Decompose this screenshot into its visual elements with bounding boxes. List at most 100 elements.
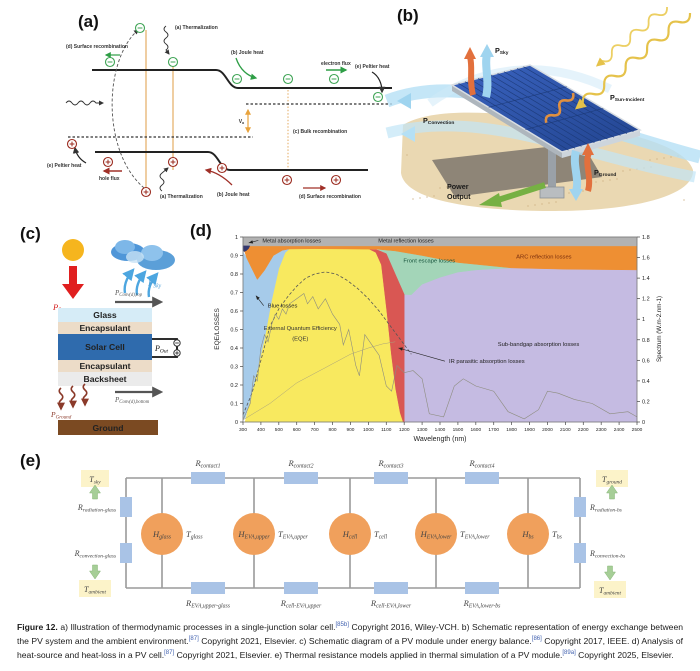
sunlight-wave-absorbed — [544, 92, 575, 124]
resistor-cell-eva-lower — [374, 582, 408, 594]
caption-reference[interactable]: [86] — [531, 636, 542, 643]
curve-reference-curve — [242, 341, 396, 421]
annotation-arrowhead — [398, 347, 403, 351]
thermalization-wavy-bottom — [159, 167, 169, 192]
x-tick-label: 900 — [346, 427, 354, 433]
valence-band-line — [95, 151, 368, 171]
label-r-eva-upper-glass: REVA,upper-glass — [185, 598, 231, 609]
label-r-contact1: Rcontact1 — [194, 458, 220, 469]
y-left-tick-label: 0.5 — [230, 328, 238, 334]
sunlight-wave-1 — [574, 12, 692, 110]
resistor-radiation-bs — [574, 497, 586, 517]
resistor-eva-upper-glass — [191, 582, 225, 594]
layer-glass — [58, 308, 152, 322]
label-encapsulant-upper: Encapsulant — [79, 323, 130, 333]
label-joule-heat-bottom: (b) Joule heat — [217, 192, 250, 198]
label-t-ambient-right: Tambient — [599, 586, 621, 596]
label-t-eva-upper: TEVA,upper — [278, 529, 309, 540]
panel-e-thermal-network: Tsky Rradiation-glass Rconvection-glass … — [74, 458, 628, 609]
resistor-radiation-glass — [120, 497, 132, 517]
peltier-arrow-right — [371, 71, 386, 94]
label-p-ground: PGround — [50, 410, 72, 420]
label-power-output-1: Power — [447, 182, 469, 191]
y-left-tick-label: 0.1 — [230, 402, 238, 408]
y-right-tick-label: 1.4 — [642, 276, 650, 282]
sky-radiation-arrow-cool — [482, 53, 492, 98]
label-p-sky: PSky — [147, 278, 162, 289]
label-peltier-heat-right: (e) Peltier heat — [355, 64, 390, 70]
resistor-contact4 — [465, 472, 499, 484]
chart-annotation: Blue losses — [268, 304, 298, 310]
y-right-tick-label: 1.6 — [642, 256, 650, 262]
thermalization-wavy-top — [163, 25, 170, 55]
x-axis-title: Wavelength (nm) — [413, 436, 466, 443]
heat-source-nodes — [141, 513, 549, 555]
t-ambient-right-box — [594, 581, 626, 598]
x-tick-label: 800 — [329, 427, 337, 433]
chart-annotation: Metal absorption losses — [262, 238, 321, 244]
node-h-bs — [507, 513, 549, 555]
x-tick-label: 1300 — [417, 427, 428, 433]
label-r-contact3: Rcontact3 — [377, 458, 403, 469]
sky-arrow-3 — [146, 272, 159, 298]
y-right-tick-label: 1 — [642, 317, 645, 323]
label-voltage: Va — [239, 119, 244, 125]
label-bulk-recombination: (c) Bulk recombination — [293, 129, 347, 135]
y-right-tick-label: 0.2 — [642, 399, 650, 405]
label-t-ground: Tground — [602, 475, 622, 485]
resistor-convection-bs — [574, 543, 586, 563]
y-right-tick-label: 0.4 — [642, 379, 650, 385]
y-right-tick-label: 0 — [642, 420, 645, 426]
mount-pole — [548, 145, 556, 191]
caption-reference[interactable]: [85b] — [335, 622, 349, 628]
label-glass: Glass — [93, 310, 117, 320]
sky-arrow-1 — [122, 268, 135, 294]
label-peltier-heat-left: (e) Peltier heat — [47, 163, 82, 169]
chart-annotation: (EQE) — [292, 337, 308, 343]
y-left-tick-label: 0.6 — [230, 309, 238, 315]
sky-arrow-2 — [134, 270, 147, 296]
ground-arrowhead-warm — [582, 143, 594, 155]
x-tick-label: 1900 — [524, 427, 535, 433]
t-ground-box — [596, 470, 628, 487]
ground-arrowhead-cool — [569, 189, 583, 201]
label-r-cell-eva-upper: Rcell-EVA,upper — [280, 598, 322, 609]
resistor-contact3 — [374, 472, 408, 484]
annotation-arrow — [398, 347, 446, 362]
x-tick-label: 400 — [257, 427, 265, 433]
x-tick-label: 600 — [293, 427, 301, 433]
label-solar-cell: Solar Cell — [85, 342, 125, 352]
caption-reference[interactable]: [89a] — [562, 650, 576, 657]
label-ground: Ground — [92, 423, 123, 433]
node-h-cell — [329, 513, 371, 555]
sky-radiation-arrowhead-cool — [480, 44, 494, 57]
label-r-convection-glass: Rconvection-glass — [74, 549, 116, 559]
label-p-ground: PGround — [594, 168, 616, 178]
label-p-sun-incident: PSun-Incident — [610, 93, 645, 103]
node-h-eva-upper — [233, 513, 275, 555]
caption-reference[interactable]: [87] — [164, 650, 175, 657]
chart-annotation: External Quantum Efficiency — [264, 326, 337, 332]
power-output-arrow — [494, 182, 546, 204]
y-left-tick-label: 0.7 — [230, 291, 238, 297]
heat-flow-arrow-ambient-right — [604, 565, 616, 581]
label-t-ambient-left: Tambient — [84, 585, 106, 595]
panel-d-label: (d) — [190, 221, 212, 240]
label-r-contact4: Rcontact4 — [468, 458, 494, 469]
heat-flow-arrow-sky — [89, 484, 101, 500]
resistor-convection-glass — [120, 543, 132, 563]
y-right-tick-label: 0.6 — [642, 358, 650, 364]
ground-arrow-cool — [570, 149, 582, 193]
heat-flow-arrow-ground — [606, 484, 618, 500]
caption-text: Copyright 2017, IEEE. d) Analysis of hea… — [17, 636, 683, 661]
photogeneration-arc — [111, 29, 149, 192]
x-tick-label: 500 — [275, 427, 283, 433]
x-tick-label: 1000 — [363, 427, 374, 433]
x-tick-label: 1100 — [381, 427, 392, 433]
sun-icon — [62, 239, 84, 261]
region-arc-reflection-losses — [242, 245, 638, 280]
node-h-glass — [141, 513, 183, 555]
label-hole-flux: hole flux — [99, 176, 120, 182]
ground-shadow-patch — [432, 143, 602, 197]
caption-reference[interactable]: [87] — [188, 636, 199, 643]
